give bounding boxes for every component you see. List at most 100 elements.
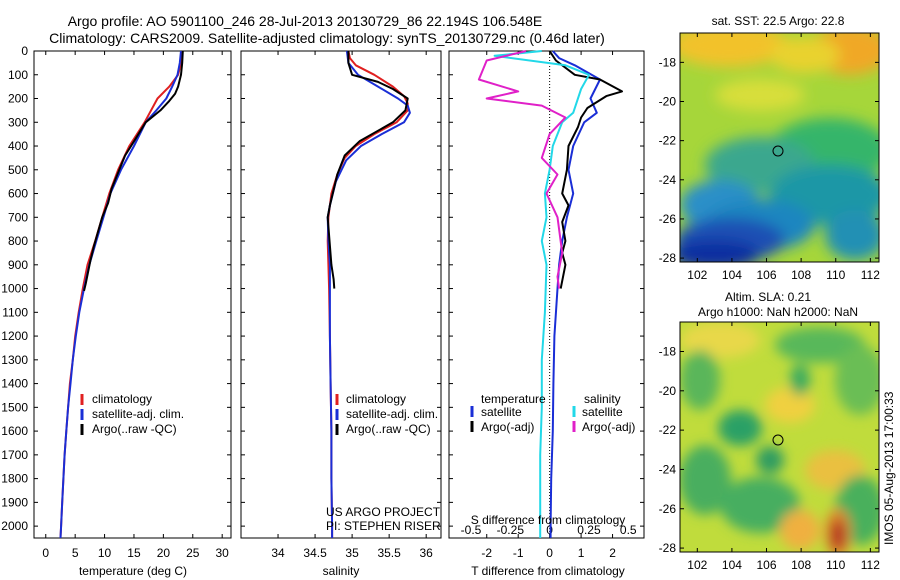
temperature-chart: 0 5 10 15 20 25 30: [34, 50, 231, 560]
project-label: US ARGO PROJECT: [326, 505, 441, 519]
sst-argo-position-marker: [772, 145, 784, 157]
x-tick-label: 0: [546, 546, 553, 560]
depth-axis: 0 100 200 300 400 500 600 700 800 900 1000 1100 1200…: [1, 44, 28, 533]
t-difference-axis-label: T difference from climatology: [471, 564, 625, 578]
title-line-1: Argo profile: AO 5901100_246 28-Jul-2013…: [68, 13, 543, 29]
x-tick-label: -1: [513, 546, 524, 560]
temperature-panel-frame: [33, 50, 232, 539]
sst-map: sat. SST: 22.5 Argo: 22.8 102 104 106 108 11…: [659, 14, 881, 282]
map-y-tick-label: -20: [659, 95, 677, 109]
sla-map-axes: 102 104 106 108 110 112 -18 -20 -22 -24 -26 -28: [659, 322, 880, 572]
series-line-satellite-adj-clim: [326, 50, 411, 538]
map-x-tick-label: 112: [861, 558, 880, 572]
legend-label-s-argo: Argo(-adj): [582, 420, 635, 434]
difference-chart: -2 -1 0 1 2-0.5 -0.25 0 0.25 0.5: [449, 50, 644, 560]
x-tick-label: 30: [215, 546, 229, 560]
map-x-tick-label: 106: [757, 268, 777, 282]
depth-tick-label: 1000: [1, 282, 28, 296]
x-tick-label: 5: [72, 546, 79, 560]
depth-tick-label: 1800: [1, 472, 28, 486]
legend-label-argo: Argo(..raw -QC): [92, 422, 177, 436]
sst-field: [680, 33, 879, 262]
s-tick-label: -0.25: [497, 523, 525, 537]
map-y-tick-label: -22: [659, 134, 677, 148]
x-tick-label: -2: [481, 546, 492, 560]
x-tick-label: 2: [609, 546, 616, 560]
series-line-argo-raw-qc: [83, 50, 184, 292]
series-line-climatology: [326, 50, 409, 538]
map-y-tick-label: -24: [659, 462, 677, 476]
legend-label-s-satellite: satellite: [582, 405, 623, 419]
series-line-t-satellite: [549, 50, 601, 538]
temperature-axis-label: temperature (deg C): [79, 564, 187, 578]
sst-map-axes: 102 104 106 108 110 112 -18 -20 -22 -24 -26 -28: [659, 33, 880, 282]
map-y-tick-label: -18: [659, 344, 677, 358]
sla-map-title-line2: Argo h1000: NaN h2000: NaN: [698, 305, 858, 319]
map-y-tick-label: -24: [659, 173, 677, 187]
series-line-satellite-adj-clim: [59, 50, 182, 539]
depth-tick-label: 400: [8, 139, 28, 153]
legend-label-climatology: climatology: [346, 392, 406, 406]
depth-tick-label: 600: [8, 187, 28, 201]
imos-timestamp: IMOS 05-Aug-2013 17:00:33: [882, 391, 896, 545]
series-line-argo-raw-qc: [326, 51, 409, 289]
map-y-tick-label: -26: [659, 502, 677, 516]
depth-tick-label: 2000: [1, 519, 28, 533]
s-tick-label: 0.25: [577, 523, 601, 537]
sla-argo-position-marker: [772, 434, 784, 446]
x-tick-label: 34.5: [303, 546, 327, 560]
depth-tick-label: 1400: [1, 377, 28, 391]
depth-tick-label: 100: [8, 68, 28, 82]
x-tick-label: 34: [271, 546, 285, 560]
legend-label-satellite-adj: satellite-adj. clim.: [92, 407, 184, 421]
legend-label-t-argo: Argo(-adj): [481, 420, 534, 434]
map-x-tick-label: 102: [687, 268, 707, 282]
depth-tick-label: 1700: [1, 448, 28, 462]
x-tick-label: 20: [157, 546, 171, 560]
legend-label-t-satellite: satellite: [481, 405, 522, 419]
map-x-tick-label: 112: [861, 268, 880, 282]
title-line-2: Climatology: CARS2009. Satellite-adjuste…: [49, 30, 605, 46]
depth-tick-label: 200: [8, 92, 28, 106]
depth-tick-label: 1900: [1, 495, 28, 509]
depth-tick-label: 1100: [2, 305, 28, 319]
legend-label-satellite-adj: satellite-adj. clim.: [346, 407, 438, 421]
depth-tick-label: 800: [8, 234, 28, 248]
map-y-tick-label: -18: [659, 55, 677, 69]
legend-heading-salinity: salinity: [584, 392, 621, 406]
map-x-tick-label: 104: [722, 268, 742, 282]
map-y-tick-label: -28: [659, 251, 677, 265]
x-tick-label: 0: [42, 546, 49, 560]
map-x-tick-label: 108: [791, 268, 811, 282]
sst-map-title: sat. SST: 22.5 Argo: 22.8: [712, 14, 845, 28]
map-x-tick-label: 102: [687, 558, 707, 572]
salinity-axis-label: salinity: [323, 564, 360, 578]
series-line-t-argo-adj: [548, 50, 623, 289]
map-x-tick-label: 104: [722, 558, 742, 572]
depth-tick-label: 1300: [1, 353, 28, 367]
legend-heading-temperature: temperature: [481, 392, 546, 406]
difference-legend: temperature satellite Argo(-adj) salinit…: [470, 392, 635, 527]
sla-map-title-line1: Altim. SLA: 0.21: [725, 290, 811, 304]
depth-tick-label: 700: [8, 210, 28, 224]
map-y-tick-label: -26: [659, 212, 677, 226]
depth-tick-label: 300: [8, 115, 28, 129]
depth-tick-label: 1200: [1, 329, 28, 343]
x-tick-label: 35: [345, 546, 359, 560]
salinity-chart: 34 34.5 35 35.5 36: [241, 50, 441, 560]
map-x-tick-label: 106: [757, 558, 777, 572]
x-tick-label: 36: [420, 546, 434, 560]
sla-map: Altim. SLA: 0.21 Argo h1000: NaN h2000: …: [659, 290, 881, 572]
sla-field: [680, 322, 879, 552]
depth-tick-label: 0: [21, 44, 28, 58]
map-y-tick-label: -22: [659, 423, 677, 437]
s-tick-label: -0.5: [461, 523, 482, 537]
temperature-legend: climatology satellite-adj. clim. Argo(..…: [80, 392, 184, 436]
map-x-tick-label: 108: [791, 558, 811, 572]
depth-tick-label: 1500: [1, 400, 28, 414]
pi-label: PI: STEPHEN RISER: [326, 519, 441, 533]
series-line-climatology: [59, 51, 182, 539]
map-x-tick-label: 110: [826, 558, 845, 572]
